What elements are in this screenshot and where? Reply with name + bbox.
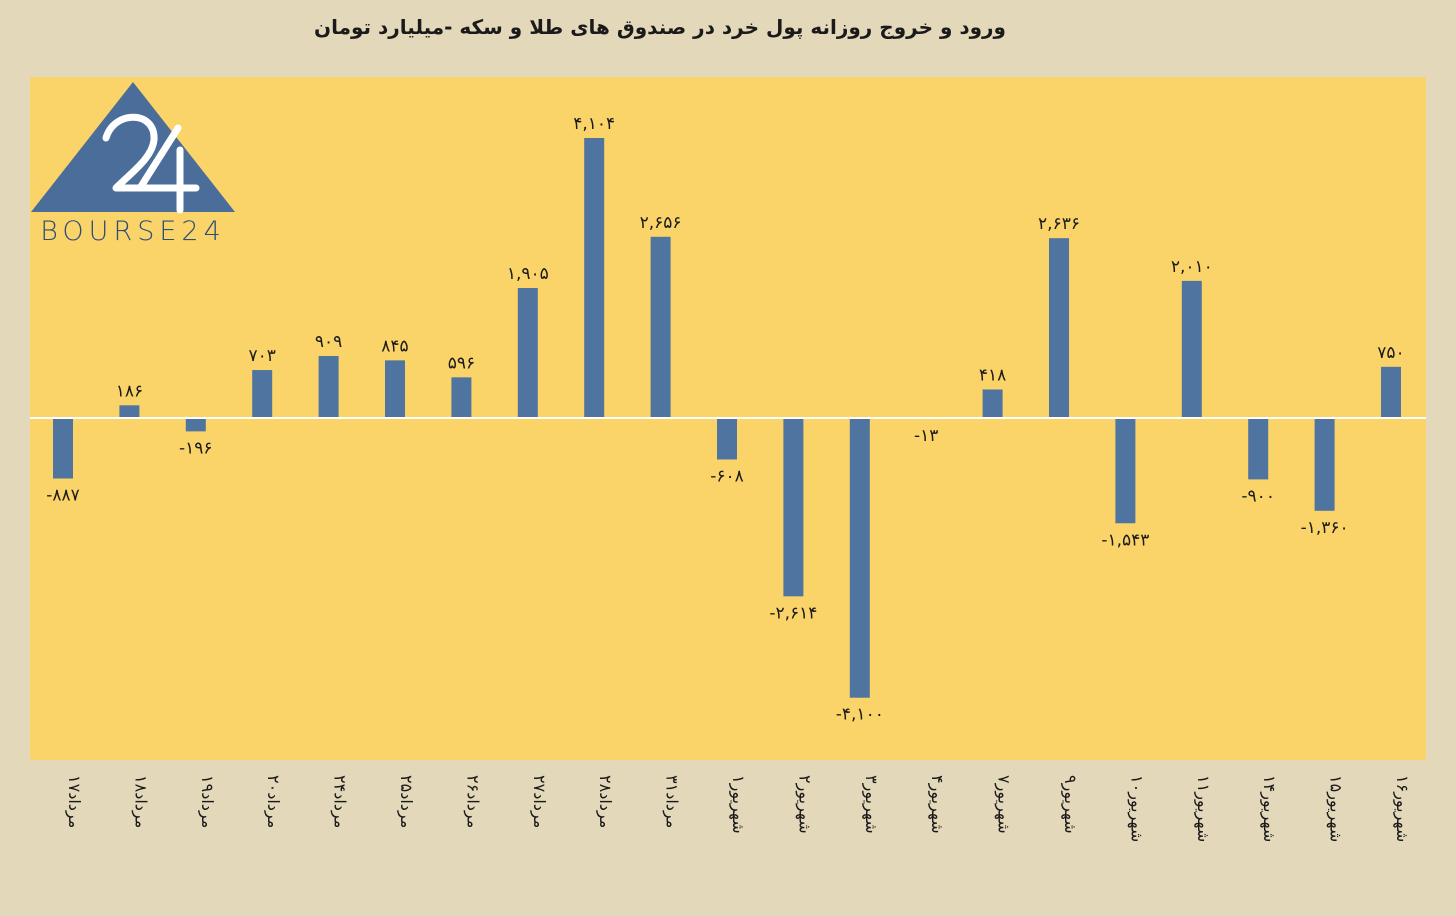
x-tick-labels-group: ۱۷مرداد ۱۸مرداد ۱۹مرداد ۲۰مرداد ۲۴مرداد ۲۵مرد… [64, 775, 1412, 842]
bar [318, 355, 339, 418]
data-label: -۱۹۶ [179, 438, 213, 458]
x-tick-label: ۱۵شهریور [1326, 775, 1346, 842]
x-tick-label: ۲شهریور [794, 775, 814, 834]
bar [584, 138, 605, 418]
bar [717, 418, 737, 460]
data-label: -۶۰۸ [710, 466, 744, 486]
data-label: ۴۱۸ [979, 365, 1006, 385]
data-label: -۱,۳۶۰ [1301, 518, 1349, 538]
bar [119, 405, 140, 418]
bar [650, 236, 671, 418]
data-label: ۵۹۶ [448, 353, 475, 373]
x-tick-label: ۱۷مرداد [64, 775, 84, 828]
x-tick-label: ۲۰مرداد [263, 775, 283, 828]
x-tick-label: ۳۱مرداد [662, 775, 682, 828]
bar [1381, 366, 1401, 418]
x-tick-label: ۱۴شهریور [1259, 775, 1279, 842]
bar [1115, 418, 1136, 524]
x-tick-label: ۲۷مرداد [529, 775, 549, 828]
data-label: ۲,۶۵۶ [640, 213, 682, 233]
bar [252, 370, 273, 418]
bourse24-logo [31, 82, 235, 214]
bar [1248, 418, 1269, 480]
data-label: ۹۰۹ [315, 332, 342, 352]
x-tick-label: ۲۸مرداد [595, 775, 615, 828]
bar [783, 418, 804, 597]
logo-triangle [31, 82, 235, 212]
x-tick-label: ۳شهریور [861, 775, 881, 834]
data-label: ۲,۰۱۰ [1171, 257, 1213, 277]
data-label: ۱۸۶ [116, 381, 143, 401]
data-label: -۴,۱۰۰ [836, 705, 884, 725]
data-label: ۲,۶۳۶ [1038, 214, 1080, 234]
bars-group [53, 138, 1401, 698]
x-tick-label: ۹شهریور [1060, 775, 1080, 834]
logo-mark-2 [102, 113, 162, 192]
data-label: -۱۳ [914, 426, 938, 446]
logo-mark-4 [136, 124, 200, 214]
x-tick-label: ۱۰شهریور [1126, 775, 1146, 842]
bar [185, 418, 206, 432]
x-tick-label: ۱۶شهریور [1392, 775, 1412, 842]
data-label: ۴,۱۰۴ [573, 114, 615, 134]
bar [1181, 280, 1202, 418]
bar [849, 418, 870, 698]
data-label: ۸۴۵ [381, 336, 408, 356]
bar [982, 389, 1003, 418]
bar [53, 418, 73, 479]
x-tick-label: ۱۸مرداد [130, 775, 150, 828]
data-label: ۷۵۰ [1377, 343, 1404, 363]
x-tick-label: ۱۱شهریور [1193, 775, 1213, 842]
x-tick-label: ۷شهریور [994, 775, 1014, 834]
x-tick-label: ۲۶مرداد [462, 775, 482, 828]
data-label: -۲,۶۱۴ [769, 603, 817, 623]
x-tick-label: ۲۴مرداد [330, 775, 350, 828]
bar [451, 377, 472, 418]
x-tick-label: ۱۹مرداد [197, 775, 217, 828]
bar [1049, 238, 1069, 418]
data-label: ۷۰۳ [248, 346, 275, 366]
bar [1314, 418, 1335, 511]
bar [385, 360, 405, 418]
bar [517, 288, 538, 418]
data-labels-group: -۸۸۷ ۱۸۶ -۱۹۶ ۷۰۳ ۹۰۹ ۸۴۵ ۵۹۶ ۱,۹۰۵ ۴,۱۰۴ ۲,۶۵۶ -۶… [46, 114, 1404, 725]
x-tick-label: ۲۵مرداد [396, 775, 416, 828]
logo-text: BOURSE24 [40, 216, 226, 247]
data-label: -۸۸۷ [46, 486, 80, 506]
chart-title: ورود و خروج روزانه پول خرد در صندوق های … [314, 15, 1006, 39]
data-label: -۹۰۰ [1241, 486, 1275, 506]
x-tick-label: ۱شهریور [728, 775, 748, 834]
x-tick-label: ۴شهریور [927, 775, 947, 834]
data-label: ۱,۹۰۵ [507, 264, 549, 284]
data-label: -۱,۵۴۳ [1101, 530, 1149, 550]
